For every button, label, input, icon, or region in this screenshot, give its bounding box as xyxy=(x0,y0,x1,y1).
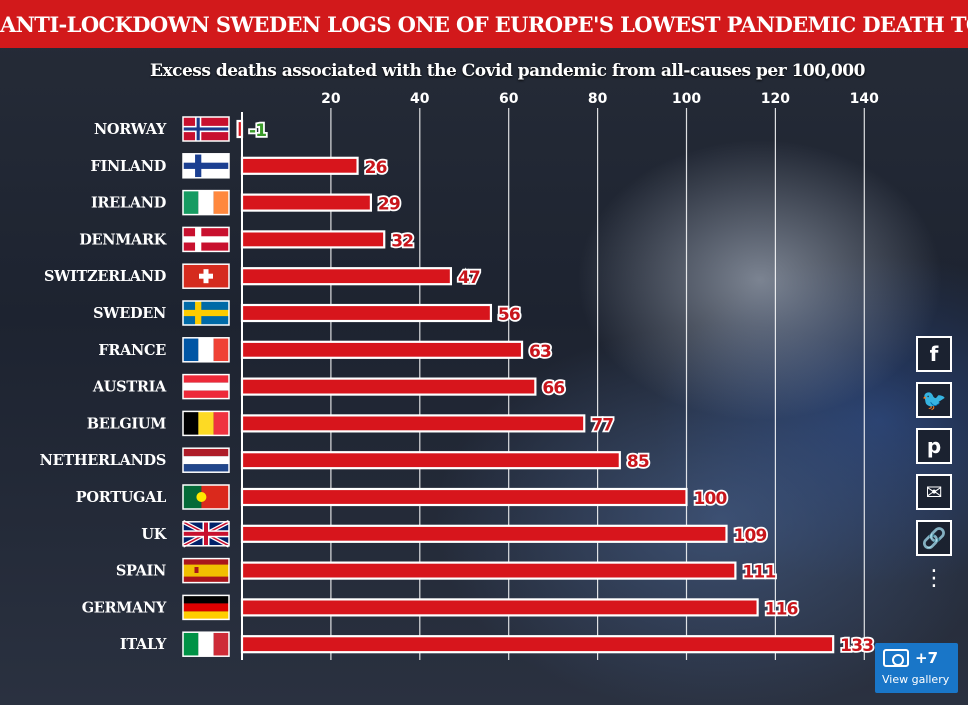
bar-value-label: 29 xyxy=(378,195,400,215)
bar-value-label: 85 xyxy=(627,452,649,472)
netherlands-flag xyxy=(182,447,230,473)
bar xyxy=(240,267,453,286)
norway-flag xyxy=(182,116,230,142)
twitter-icon[interactable]: 🐦 xyxy=(916,382,952,418)
x-tick-label: 100 xyxy=(672,91,701,107)
bar xyxy=(240,156,359,175)
gallery-count: +7 xyxy=(915,649,939,667)
ireland-flag xyxy=(182,189,230,216)
bar-value-label: 133 xyxy=(840,636,873,656)
bar-value-label: 109 xyxy=(734,526,767,546)
sweden-flag xyxy=(182,300,230,326)
bar xyxy=(240,414,586,433)
x-tick-label: 20 xyxy=(321,91,341,107)
category-label: GERMANY xyxy=(82,599,167,616)
spain-flag xyxy=(182,557,230,584)
finland-flag xyxy=(182,153,230,179)
camera-icon xyxy=(883,649,909,667)
headline: ANTI-LOCKDOWN SWEDEN LOGS ONE OF EUROPE'… xyxy=(0,12,968,37)
bar xyxy=(240,561,737,580)
social-share-bar: f 🐦 p ✉ 🔗 ⋮ xyxy=(916,336,952,592)
category-label: FINLAND xyxy=(90,158,166,175)
category-label: DENMARK xyxy=(79,231,167,248)
bar xyxy=(236,119,244,139)
share-icon[interactable]: ⋮ xyxy=(923,566,945,591)
bar-value-label: 77 xyxy=(591,415,613,435)
category-label: NETHERLANDS xyxy=(40,452,166,469)
category-label: PORTUGAL xyxy=(76,489,166,506)
x-tick-label: 60 xyxy=(499,91,519,107)
gallery-label: View gallery xyxy=(882,673,950,686)
austria-flag xyxy=(182,373,230,400)
pinterest-icon[interactable]: p xyxy=(916,428,952,464)
bar xyxy=(240,635,835,654)
chart-title: Excess deaths associated with the Covid … xyxy=(150,61,865,81)
email-glyph: ✉ xyxy=(925,480,943,504)
switzerland-flag xyxy=(182,263,230,289)
category-label: NORWAY xyxy=(94,121,167,138)
denmark-flag xyxy=(182,226,230,253)
bar xyxy=(240,303,493,323)
bar-value-label: -1 xyxy=(249,121,266,141)
bar-value-label: 116 xyxy=(765,599,798,619)
category-label: IRELAND xyxy=(91,195,166,212)
pinterest-glyph: p xyxy=(926,434,942,458)
headline-banner: ANTI-LOCKDOWN SWEDEN LOGS ONE OF EUROPE'… xyxy=(0,0,968,48)
email-icon[interactable]: ✉ xyxy=(916,474,952,510)
italy-flag xyxy=(182,631,230,657)
portugal-flag xyxy=(182,484,230,510)
france-flag xyxy=(182,337,230,363)
x-tick-label: 40 xyxy=(410,91,430,107)
bar-value-label: 47 xyxy=(458,268,480,288)
category-label: FRANCE xyxy=(98,342,166,359)
bar-value-label: 100 xyxy=(694,489,728,509)
category-label: SWEDEN xyxy=(93,305,166,322)
bar xyxy=(240,340,524,359)
link-glyph: 🔗 xyxy=(921,526,947,550)
bar-value-label: 56 xyxy=(498,305,520,325)
category-label: SWITZERLAND xyxy=(44,268,166,285)
bar xyxy=(240,377,537,396)
view-gallery-button[interactable]: +7 View gallery xyxy=(875,643,958,693)
bar-value-label: 32 xyxy=(391,231,413,251)
bar xyxy=(240,598,759,617)
germany-flag xyxy=(182,594,230,621)
facebook-icon[interactable]: f xyxy=(916,336,952,372)
facebook-glyph: f xyxy=(929,342,939,366)
category-label: UK xyxy=(141,526,167,543)
x-tick-label: 80 xyxy=(588,91,608,107)
link-icon[interactable]: 🔗 xyxy=(916,520,952,556)
bar xyxy=(240,487,688,507)
bar-value-label: 111 xyxy=(742,563,775,583)
bar-value-label: 63 xyxy=(529,342,551,362)
twitter-glyph: 🐦 xyxy=(921,388,947,412)
bar xyxy=(240,193,373,212)
category-label: ITALY xyxy=(120,636,167,653)
bar xyxy=(240,451,621,470)
category-label: BELGIUM xyxy=(87,415,167,432)
x-tick-label: 140 xyxy=(850,91,879,107)
bar-value-label: 26 xyxy=(365,158,387,178)
category-label: AUSTRIA xyxy=(92,379,167,396)
category-label: SPAIN xyxy=(116,563,166,580)
bar-value-label: 66 xyxy=(542,379,564,399)
bar xyxy=(240,524,728,543)
belgium-flag xyxy=(182,410,230,437)
x-tick-label: 120 xyxy=(761,91,790,107)
bar xyxy=(240,230,386,249)
uk-flag xyxy=(182,520,230,548)
